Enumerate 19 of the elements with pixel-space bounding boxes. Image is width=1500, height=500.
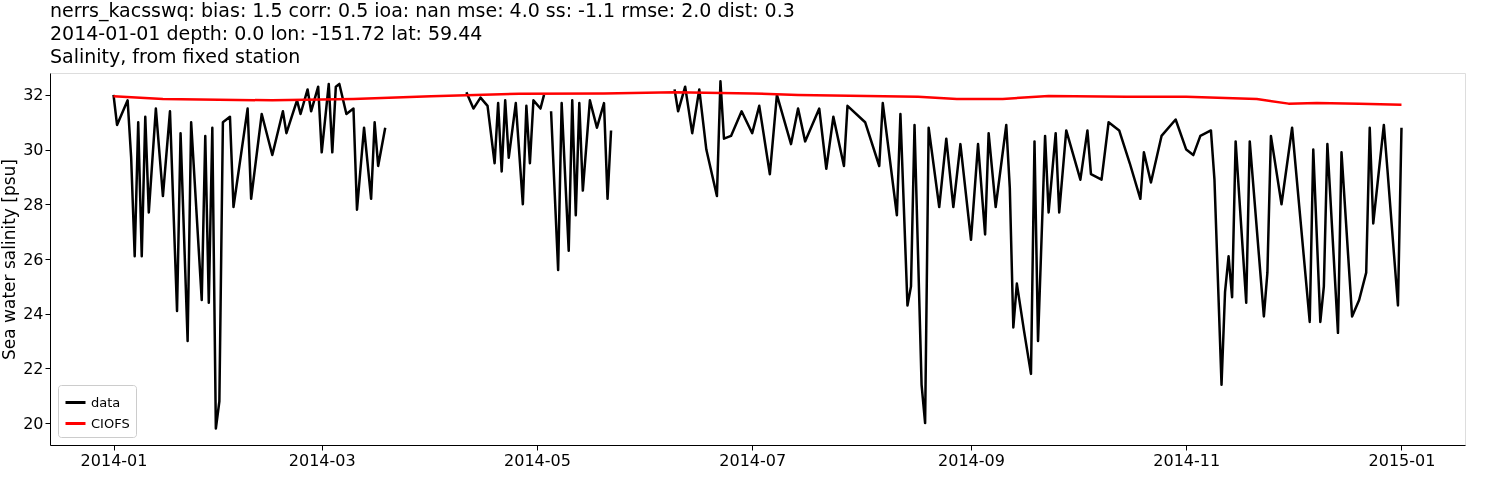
y-tick-label: 30 <box>23 140 44 160</box>
chart-title: nerrs_kacsswq: bias: 1.5 corr: 0.5 ioa: nan mse: 4.0 ss: -1.1 rmse: 2.0 dist: 0.3 2014-01-01 depth: 0.0 lon: -151.72 lat: 59.44 Salinity, from fixed station <box>50 0 795 67</box>
y-axis-title: Sea water salinity [psu] <box>0 159 20 360</box>
line-series <box>112 90 1403 106</box>
legend-label: CIOFS <box>91 415 130 431</box>
y-tick-label: 24 <box>23 304 44 324</box>
x-tick-label: 2014-11 <box>1153 450 1221 470</box>
x-tick-label: 2014-01 <box>80 450 148 470</box>
x-tick-label: 2015-01 <box>1368 450 1436 470</box>
legend-label: data <box>91 394 121 410</box>
y-tick-label: 32 <box>23 85 44 105</box>
y-tick-label: 20 <box>23 413 44 433</box>
x-tick-label: 2014-09 <box>938 450 1005 470</box>
x-tick-label: 2014-05 <box>504 450 571 470</box>
y-tick-label: 26 <box>23 249 44 269</box>
x-tick-label: 2014-07 <box>719 450 787 470</box>
x-tick-label: 2014-03 <box>288 450 356 470</box>
y-tick-label: 28 <box>23 194 44 214</box>
y-tick-label: 22 <box>23 358 44 378</box>
